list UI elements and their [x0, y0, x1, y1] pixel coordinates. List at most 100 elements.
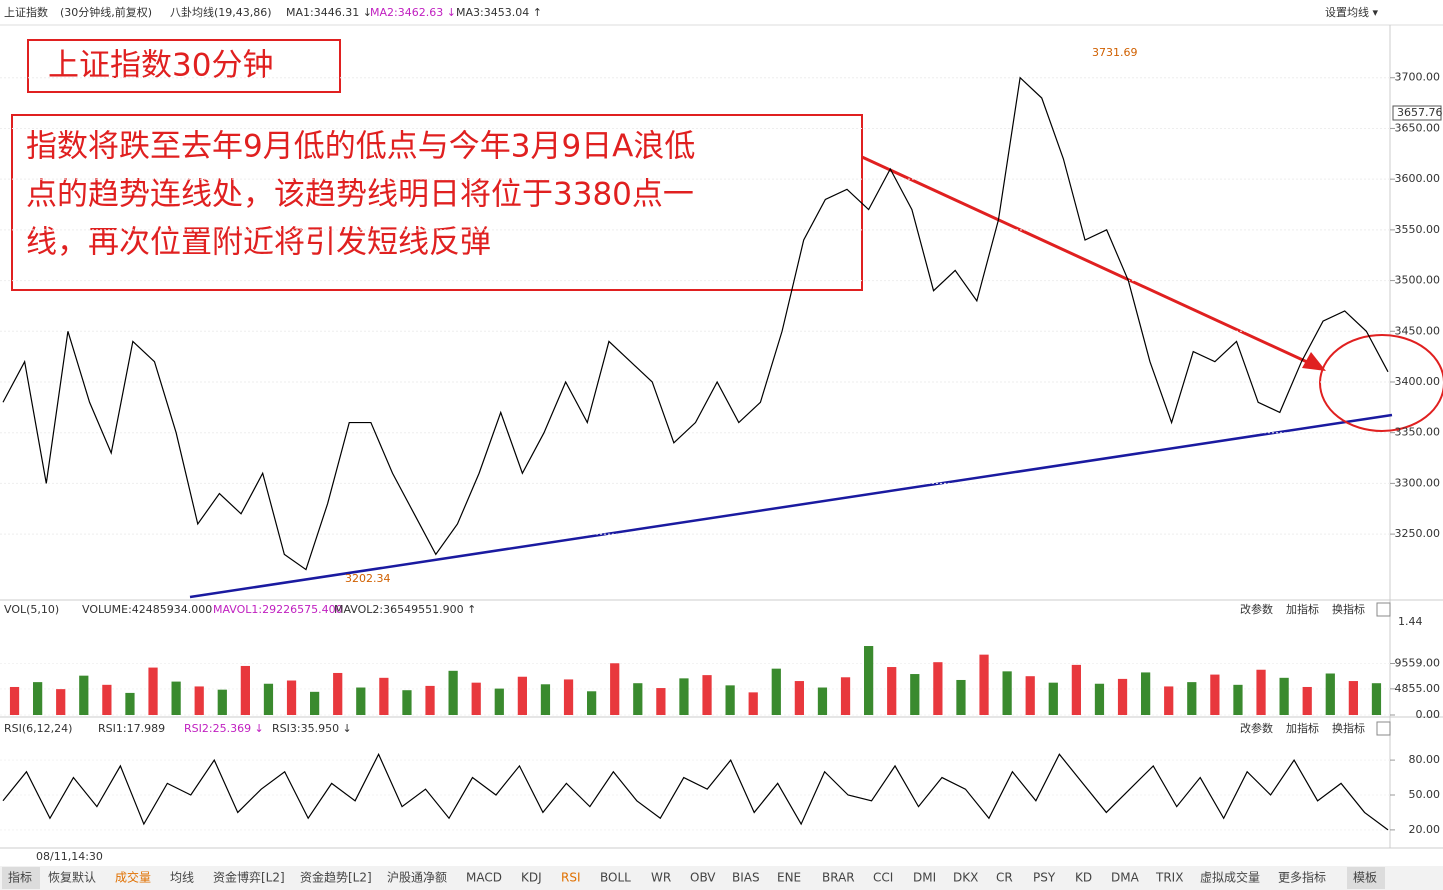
tab[interactable]: RSI [561, 871, 581, 885]
tab[interactable]: 成交量 [115, 870, 151, 885]
tab[interactable]: MACD [466, 871, 502, 885]
volume-bar [33, 682, 43, 715]
tab[interactable]: DKX [953, 871, 978, 885]
close-button[interactable] [1376, 602, 1391, 617]
ma3: MA3:3453.04 ↑ [456, 6, 542, 19]
annotation-box [11, 114, 863, 291]
volume-bar [748, 692, 758, 715]
vol-name: VOL(5,10) [4, 603, 59, 616]
volume-bar [194, 686, 204, 715]
tab[interactable]: 资金趋势[L2] [300, 870, 372, 885]
vol-mavol1: MAVOL1:29226575.400 [213, 603, 343, 616]
volume-bar [1371, 683, 1382, 715]
volume-bar [1210, 674, 1220, 715]
rsi-name: RSI(6,12,24) [4, 722, 72, 735]
volume-bar [1094, 683, 1105, 715]
panel-button[interactable]: 加指标 [1286, 721, 1319, 735]
tab[interactable]: 均线 [170, 871, 194, 885]
y-tick-label: 3300.00 [1395, 476, 1441, 489]
rsi3: RSI3:35.950 ↓ [272, 722, 352, 735]
volume-bar [702, 675, 712, 715]
ma-setting[interactable]: 设置均线 ▾ [1325, 5, 1378, 19]
y-tick-label: 0.00 [1416, 708, 1441, 721]
tab[interactable]: 虚拟成交量 [1200, 870, 1260, 885]
volume-bar [125, 692, 135, 715]
volume-bar [956, 679, 966, 715]
y-tick-label: 3400.00 [1395, 375, 1441, 388]
tab[interactable]: KD [1075, 871, 1092, 885]
tab[interactable]: CR [996, 871, 1013, 885]
y-tick-label: 9559.00 [1395, 656, 1441, 669]
y-tick-label: 3550.00 [1395, 223, 1441, 236]
ma2: MA2:3462.63 ↓ [370, 6, 456, 19]
panel-button[interactable]: 改参数 [1240, 721, 1273, 735]
tab[interactable]: DMI [913, 871, 936, 885]
vol-scale: 1.44 [1398, 615, 1423, 628]
tab[interactable]: ENE [777, 871, 801, 885]
low-label: 3202.34 [345, 572, 391, 585]
volume-bar [610, 663, 620, 715]
tab[interactable]: 模板 [1353, 871, 1377, 885]
tab[interactable]: 资金博弈[L2] [213, 870, 285, 885]
y-tick-label: 20.00 [1409, 823, 1441, 836]
tab[interactable]: DMA [1111, 871, 1140, 885]
volume-bar [840, 677, 851, 715]
tab[interactable]: WR [651, 871, 671, 885]
y-tick-label: 80.00 [1409, 753, 1441, 766]
volume-bar [1141, 672, 1151, 715]
volume-bar [1117, 678, 1128, 715]
y-tick-label: 3350.00 [1395, 426, 1441, 439]
tab[interactable]: BIAS [732, 871, 760, 885]
last-price: 3657.76 [1397, 106, 1443, 119]
price-line [2, 76, 1389, 571]
volume-bar [1256, 669, 1266, 715]
cursor-time: 08/11,14:30 [36, 850, 103, 863]
y-tick-label: 50.00 [1409, 788, 1441, 801]
tab[interactable]: PSY [1033, 871, 1056, 885]
volume-bar [1002, 671, 1012, 715]
vol-mavol2: MAVOL2:36549551.900 ↑ [334, 603, 476, 616]
ma-name: 八卦均线(19,43,86) [170, 5, 272, 19]
volume-bar [102, 684, 112, 715]
rsi2: RSI2:25.369 ↓ [184, 722, 264, 735]
tab[interactable]: 指标 [8, 870, 32, 885]
tab[interactable]: 沪股通净额 [387, 871, 447, 885]
volume-bar [217, 689, 227, 715]
rsi1: RSI1:17.989 [98, 722, 165, 735]
tab[interactable]: 更多指标 [1278, 870, 1326, 885]
tab[interactable]: KDJ [521, 871, 542, 885]
volume-bar [540, 684, 551, 715]
volume-bar [148, 667, 158, 715]
volume-bar [263, 683, 274, 715]
tab[interactable]: OBV [690, 871, 716, 885]
tab[interactable]: TRIX [1155, 871, 1183, 885]
panel-button[interactable]: 换指标 [1332, 602, 1365, 616]
volume-bar [1187, 682, 1197, 715]
volume-bar [333, 672, 343, 715]
volume-bar [1233, 684, 1243, 715]
tab[interactable]: 恢复默认 [48, 870, 96, 885]
tab[interactable]: BRAR [822, 871, 855, 885]
volume-bar [679, 678, 689, 715]
volume-bar [79, 675, 89, 715]
last-price-box [1392, 105, 1442, 121]
volume-bar [1279, 677, 1289, 715]
volume-bar [771, 668, 781, 715]
price-line [2, 752, 1389, 831]
ma1: MA1:3446.31 ↓ [286, 6, 372, 19]
volume-bar [864, 646, 874, 715]
symbol: 上证指数 [4, 5, 48, 19]
volume-bar [1302, 686, 1312, 715]
tab[interactable]: BOLL [600, 871, 631, 885]
volume-bar [425, 685, 435, 715]
tab[interactable]: CCI [873, 871, 893, 885]
y-tick-label: 3650.00 [1395, 121, 1441, 134]
close-button[interactable] [1376, 721, 1391, 736]
panel-button[interactable]: 换指标 [1332, 721, 1365, 735]
panel-button[interactable]: 加指标 [1286, 602, 1319, 616]
volume-bar [517, 676, 527, 715]
volume-bar [979, 654, 989, 715]
volume-bar [471, 682, 481, 715]
y-tick-label: 3250.00 [1395, 527, 1441, 540]
panel-button[interactable]: 改参数 [1240, 602, 1273, 616]
